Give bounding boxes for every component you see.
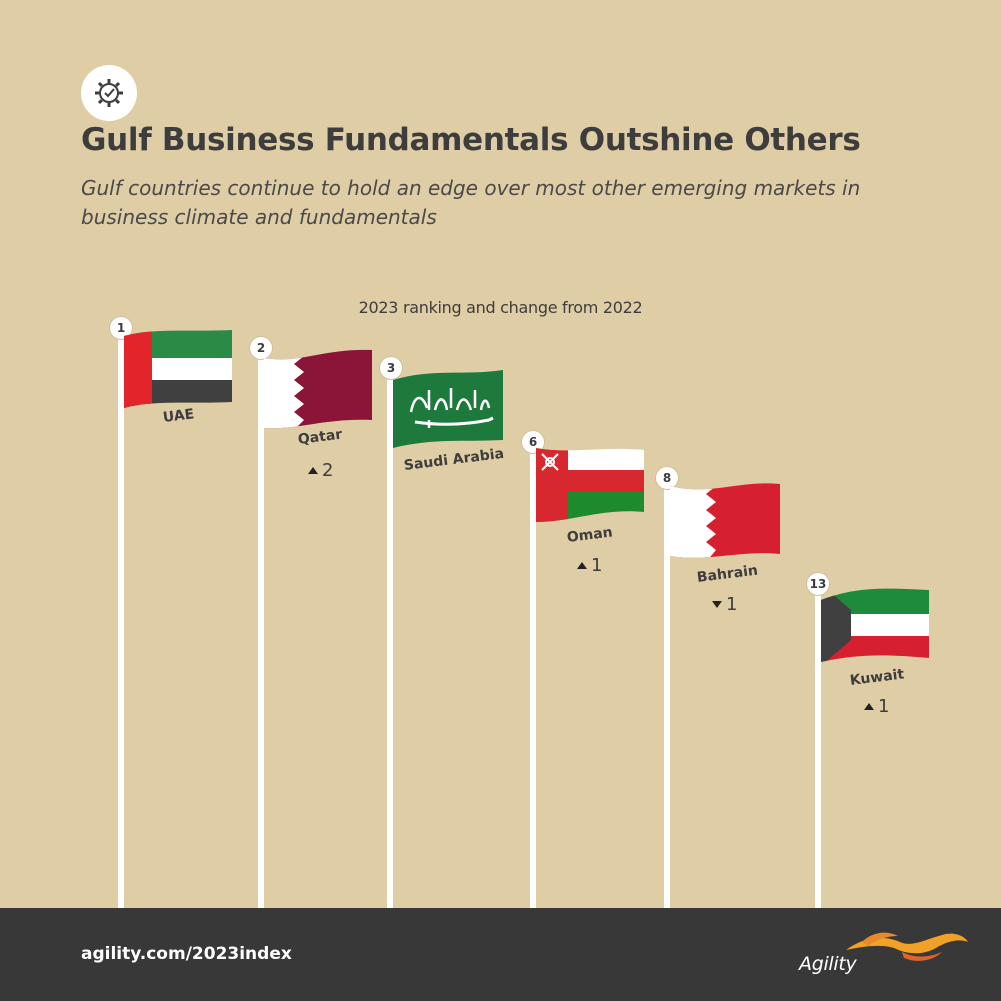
arrow-down-icon: [712, 601, 722, 608]
rank-change-kuwait: 1: [864, 696, 889, 717]
flagpole-kuwait: [815, 588, 821, 909]
rank-change-value: 2: [322, 460, 334, 481]
page-title: Gulf Business Fundamentals Outshine Othe…: [81, 122, 861, 158]
saudi-arabia-flag: [393, 370, 503, 448]
rank-change-bahrain: 1: [712, 594, 737, 615]
flagpole-bahrain: [664, 482, 670, 909]
country-label-bahrain: Bahrain: [696, 562, 759, 586]
country-label-saudi-arabia: Saudi Arabia: [403, 445, 505, 474]
footer-bar: [0, 908, 1001, 1001]
gear-check-icon-badge: [81, 65, 137, 121]
country-label-uae: UAE: [162, 406, 196, 426]
country-label-kuwait: Kuwait: [849, 666, 906, 689]
rank-change-value: 1: [726, 594, 738, 615]
flagpole-qatar: [258, 355, 264, 909]
flagpole-saudi-arabia: [387, 372, 393, 909]
rank-change-oman: 1: [577, 555, 602, 576]
rank-badge-kuwait: 13: [806, 572, 830, 596]
chart-caption: 2023 ranking and change from 2022: [358, 298, 643, 317]
uae-flag: [124, 330, 232, 408]
bahrain-flag: [670, 483, 780, 558]
page-subtitle: Gulf countries continue to hold an edge …: [81, 176, 861, 229]
country-label-oman: Oman: [566, 524, 614, 546]
flagpole-uae: [118, 332, 124, 909]
rank-change-value: 1: [591, 555, 603, 576]
arrow-up-icon: [864, 703, 874, 710]
kuwait-flag: [821, 588, 929, 662]
qatar-flag: [264, 349, 372, 429]
rank-badge-qatar: 2: [249, 336, 273, 360]
rank-badge-bahrain: 8: [655, 466, 679, 490]
rank-badge-saudi-arabia: 3: [379, 356, 403, 380]
rank-change-qatar: 2: [308, 460, 333, 481]
rank-change-value: 1: [878, 696, 890, 717]
arrow-up-icon: [308, 467, 318, 474]
gear-check-icon: [95, 79, 123, 107]
oman-flag: [536, 448, 644, 522]
footer-link[interactable]: agility.com/2023index: [81, 944, 292, 964]
agility-logo-text: Agility: [799, 953, 857, 975]
arrow-up-icon: [577, 562, 587, 569]
agility-bird-logo-icon: [846, 932, 968, 961]
flagpole-oman: [530, 446, 536, 909]
